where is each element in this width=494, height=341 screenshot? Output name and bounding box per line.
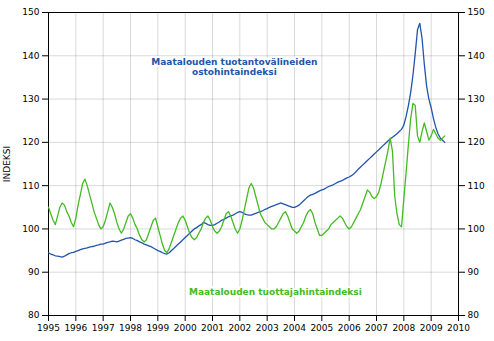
svg-text:2007: 2007 — [365, 323, 388, 333]
svg-text:100: 100 — [22, 224, 39, 234]
svg-text:1996: 1996 — [64, 323, 87, 333]
svg-text:2001: 2001 — [201, 323, 224, 333]
svg-text:1995: 1995 — [37, 323, 60, 333]
svg-text:2002: 2002 — [228, 323, 251, 333]
svg-text:80: 80 — [468, 310, 480, 320]
svg-text:2004: 2004 — [283, 323, 306, 333]
svg-text:1999: 1999 — [146, 323, 169, 333]
svg-text:90: 90 — [28, 267, 40, 277]
svg-text:110: 110 — [22, 181, 39, 191]
svg-text:130: 130 — [22, 94, 39, 104]
svg-text:90: 90 — [468, 267, 480, 277]
svg-text:Maatalouden tuotantovälineiden: Maatalouden tuotantovälineidenostohintai… — [151, 57, 317, 77]
svg-text:140: 140 — [22, 51, 39, 61]
svg-text:140: 140 — [468, 51, 485, 61]
svg-text:110: 110 — [468, 181, 485, 191]
svg-text:1997: 1997 — [92, 323, 115, 333]
svg-text:2009: 2009 — [420, 323, 443, 333]
svg-text:2000: 2000 — [174, 323, 197, 333]
svg-text:2008: 2008 — [392, 323, 415, 333]
svg-text:2005: 2005 — [310, 323, 333, 333]
svg-text:120: 120 — [468, 137, 485, 147]
svg-text:120: 120 — [22, 137, 39, 147]
svg-text:INDEKSI: INDEKSI — [2, 146, 12, 182]
svg-text:100: 100 — [468, 224, 485, 234]
svg-text:1998: 1998 — [119, 323, 142, 333]
svg-text:130: 130 — [468, 94, 485, 104]
svg-text:2010: 2010 — [447, 323, 470, 333]
svg-text:Maatalouden tuottajahintaindek: Maatalouden tuottajahintaindeksi — [189, 287, 362, 297]
svg-text:150: 150 — [468, 7, 485, 17]
svg-text:2003: 2003 — [256, 323, 279, 333]
svg-text:150: 150 — [22, 7, 39, 17]
svg-text:80: 80 — [28, 310, 40, 320]
svg-text:2006: 2006 — [338, 323, 361, 333]
